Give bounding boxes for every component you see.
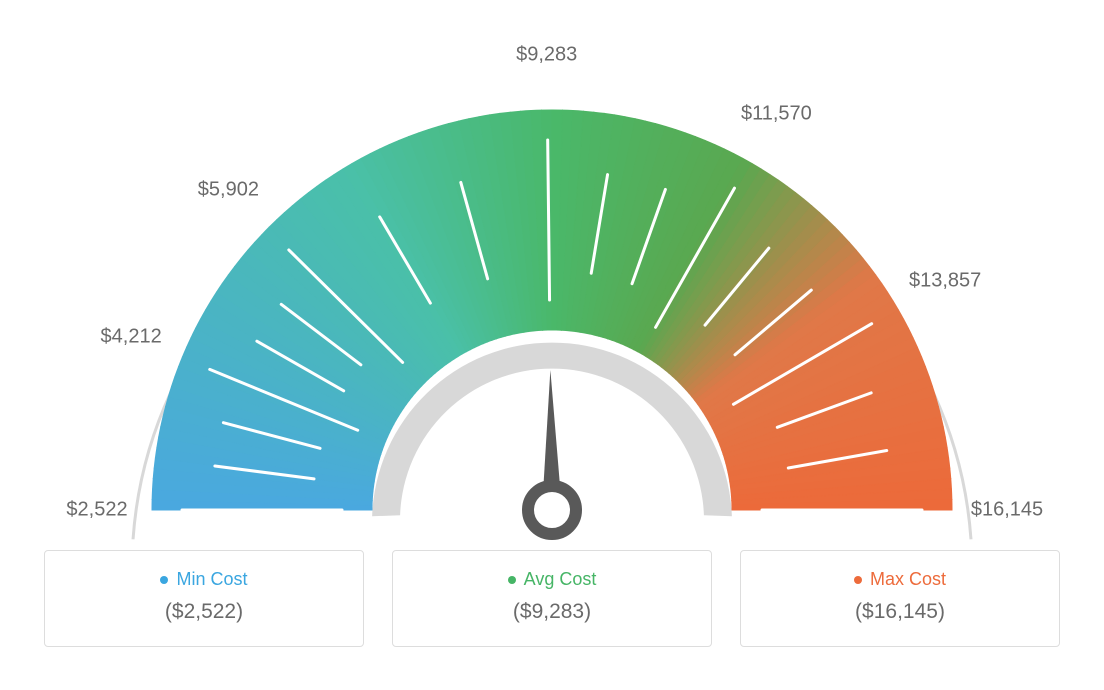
min-cost-dot bbox=[160, 576, 168, 584]
avg-cost-title-row: Avg Cost bbox=[393, 569, 711, 590]
gauge-chart: $2,522 $4,212 $5,902 $9,283 $11,570 $13,857 $1… bbox=[20, 20, 1084, 540]
max-cost-card: Max Cost ($16,145) bbox=[740, 550, 1060, 647]
max-cost-dot bbox=[854, 576, 862, 584]
gauge-tick-label: $11,570 bbox=[741, 103, 812, 126]
avg-cost-card: Avg Cost ($9,283) bbox=[392, 550, 712, 647]
avg-cost-value: ($9,283) bbox=[393, 600, 711, 624]
gauge-tick-label: $4,212 bbox=[101, 326, 162, 349]
gauge-tick-label: $16,145 bbox=[971, 499, 1043, 522]
max-cost-value: ($16,145) bbox=[741, 600, 1059, 624]
avg-cost-dot bbox=[508, 576, 516, 584]
max-cost-title: Max Cost bbox=[870, 569, 946, 590]
gauge-tick-label: $2,522 bbox=[66, 499, 127, 522]
gauge-tick-label: $13,857 bbox=[909, 269, 981, 292]
min-cost-title: Min Cost bbox=[176, 569, 247, 590]
gauge-tick-label: $5,902 bbox=[198, 179, 259, 202]
avg-cost-title: Avg Cost bbox=[524, 569, 597, 590]
min-cost-title-row: Min Cost bbox=[45, 569, 363, 590]
max-cost-title-row: Max Cost bbox=[741, 569, 1059, 590]
gauge-tick-label: $9,283 bbox=[516, 44, 577, 67]
min-cost-value: ($2,522) bbox=[45, 600, 363, 624]
min-cost-card: Min Cost ($2,522) bbox=[44, 550, 364, 647]
summary-cards: Min Cost ($2,522) Avg Cost ($9,283) Max … bbox=[20, 550, 1084, 647]
